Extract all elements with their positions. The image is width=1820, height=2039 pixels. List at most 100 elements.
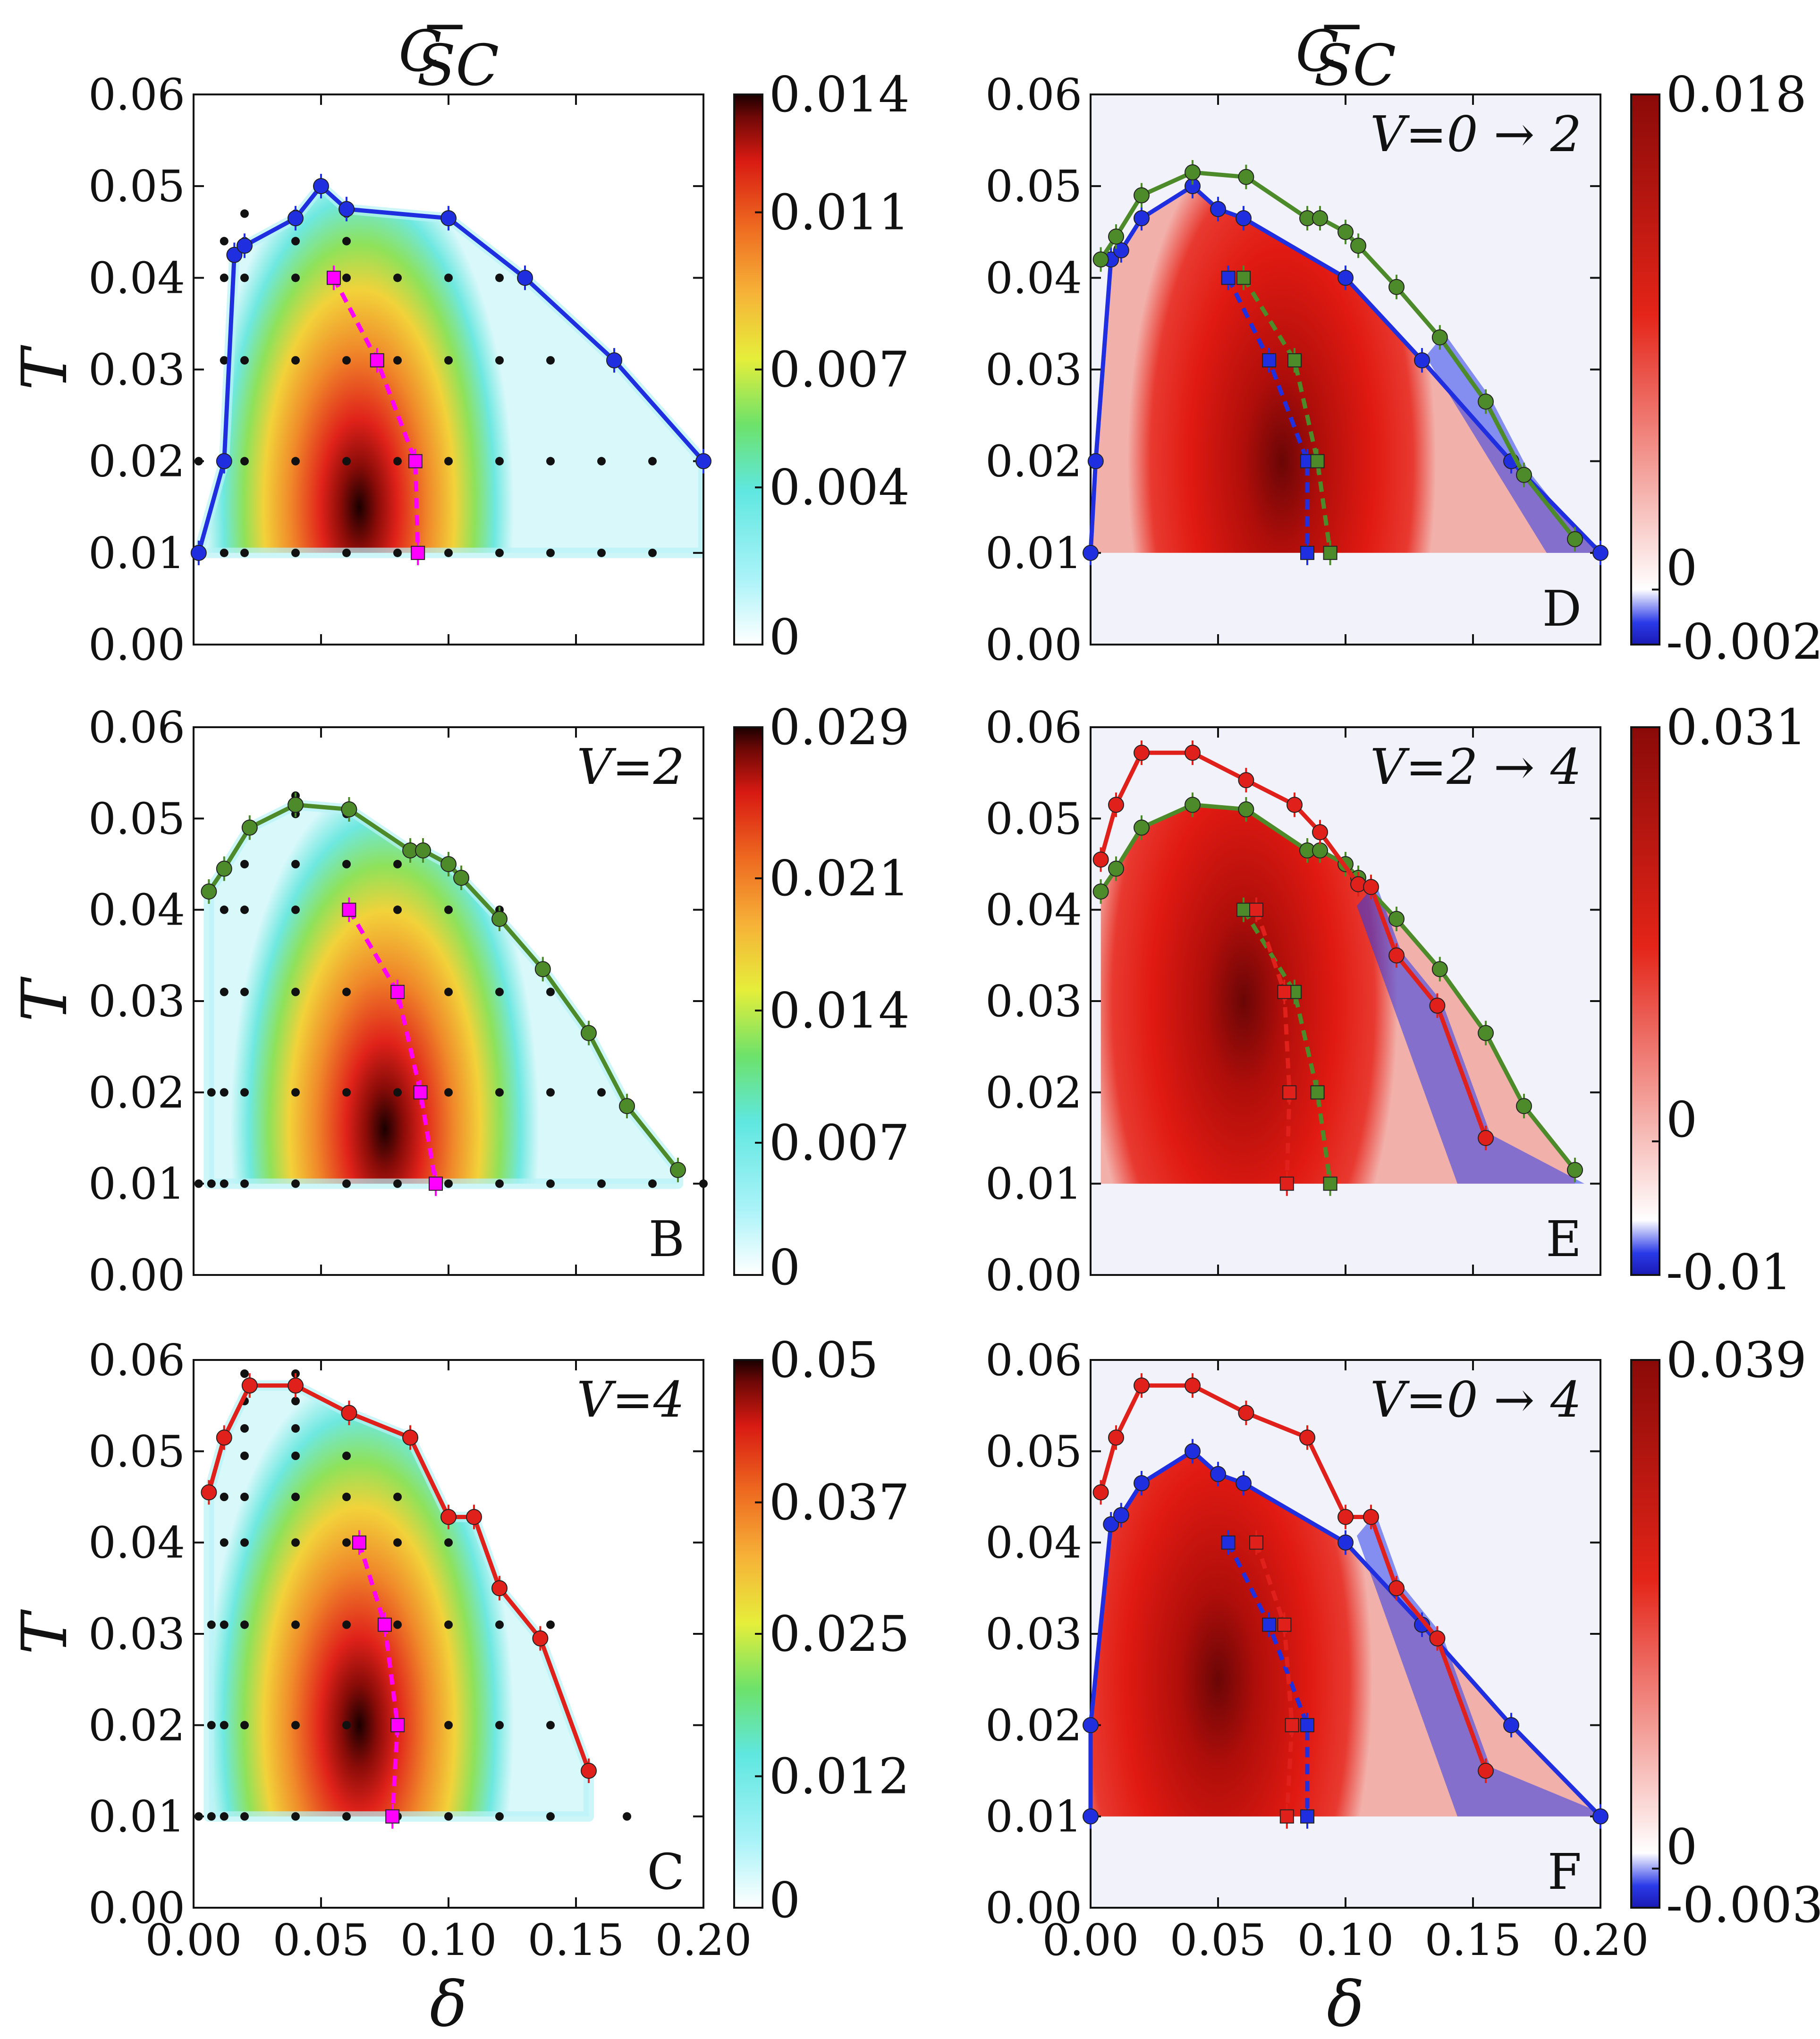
data-dot: [699, 1179, 708, 1188]
data-dot: [220, 905, 229, 914]
data-dot: [240, 273, 249, 282]
series-marker: [201, 884, 217, 900]
series-marker: [226, 246, 243, 263]
series-marker: [1287, 797, 1303, 813]
series-marker: [415, 842, 431, 858]
panel-letter: C: [647, 1843, 685, 1901]
series-marker: [1431, 961, 1448, 977]
data-dot: [240, 1721, 249, 1730]
series-marker: [390, 1718, 405, 1733]
colorbar: -0.002 0 0.018: [1630, 66, 1820, 671]
y-tick-label: 0.02: [88, 1067, 185, 1118]
series-marker: [1108, 860, 1124, 877]
colorbar-label: 0.004: [769, 459, 910, 516]
colorbar-label: -0.002: [1666, 613, 1820, 671]
series-marker: [339, 201, 355, 217]
data-dot: [194, 457, 203, 466]
series-marker: [1312, 824, 1328, 841]
data-dot: [240, 987, 249, 996]
series-marker: [313, 178, 329, 195]
series-marker: [1092, 851, 1109, 868]
data-dot: [623, 1812, 631, 1821]
series-marker: [390, 985, 405, 999]
data-dot: [444, 1620, 453, 1629]
series-marker: [288, 210, 304, 227]
data-dot: [546, 356, 555, 365]
series-marker: [352, 1535, 366, 1550]
series-line: [347, 909, 438, 1184]
series-marker: [1103, 1516, 1119, 1532]
series-marker: [1134, 745, 1150, 761]
series-marker: [1323, 545, 1337, 560]
y-tick-label: 0.05: [985, 1426, 1082, 1477]
y-tick-label: 0.03: [88, 1609, 185, 1659]
series-marker: [1134, 819, 1150, 836]
colorbar: 0 0.007 0.014 0.021 0.029: [733, 698, 910, 1296]
column-title-subscript: SC: [417, 33, 499, 99]
series-marker: [1185, 797, 1201, 813]
heatmap-region: [1091, 186, 1600, 553]
y-tick-label: 0.04: [985, 885, 1082, 935]
data-dot: [240, 209, 249, 218]
data-dot: [342, 1538, 351, 1547]
panel-letter: E: [1546, 1210, 1582, 1268]
series-marker: [341, 1405, 357, 1421]
data-dot: [444, 1538, 453, 1547]
y-tick-label: 0.02: [985, 1700, 1082, 1750]
data-dot: [220, 1493, 229, 1501]
data-dot: [495, 457, 504, 466]
series-marker: [402, 1429, 418, 1446]
data-dot: [393, 548, 402, 557]
series-marker: [619, 1098, 635, 1114]
data-dot: [393, 1620, 402, 1629]
series-marker: [408, 454, 423, 468]
data-dot: [240, 1493, 249, 1501]
y-tick-label: 0.03: [88, 345, 185, 395]
panel-annotation: V=4: [577, 1371, 685, 1428]
series-marker: [1087, 453, 1104, 469]
series-marker: [1388, 911, 1405, 927]
x-tick-label: 0.20: [655, 1915, 752, 1965]
series-marker: [453, 870, 469, 886]
data-dot: [495, 356, 504, 365]
y-tick-label: 0.01: [985, 1792, 1082, 1842]
heatmap-region: [209, 805, 678, 1184]
column-title-text: C: [1295, 19, 1339, 85]
y-tick-label: 0.00: [985, 1250, 1082, 1300]
y-tick-label: 0.06: [88, 1335, 185, 1385]
series-marker: [1323, 1176, 1337, 1191]
y-tick-label: 0.06: [88, 702, 185, 753]
series-marker: [1299, 1429, 1315, 1446]
x-tick-label: 0.00: [145, 1915, 242, 1965]
series-marker: [1282, 1085, 1297, 1100]
data-dot: [444, 1088, 453, 1097]
data-dot: [291, 1538, 300, 1547]
series-marker: [1592, 544, 1608, 561]
data-dot: [291, 987, 300, 996]
y-tick-label: 0.01: [985, 528, 1082, 578]
series-marker: [440, 856, 457, 872]
data-dot: [240, 1369, 249, 1378]
data-dot: [342, 1812, 351, 1821]
data-dot: [220, 987, 229, 996]
series-marker: [1092, 884, 1109, 900]
data-dot: [342, 1452, 351, 1460]
series-marker: [1108, 228, 1124, 245]
series-marker: [385, 1809, 400, 1824]
colorbar-label: 0: [1666, 539, 1697, 597]
colorbar-label: 0: [769, 1871, 800, 1929]
y-tick-label: 0.05: [985, 161, 1082, 212]
data-dot: [393, 273, 402, 282]
data-dot: [444, 987, 453, 996]
series-marker: [241, 1377, 258, 1394]
x-axis-label: δ: [430, 1968, 467, 2039]
series-marker: [1279, 1176, 1294, 1191]
series-line: [357, 1542, 400, 1817]
y-tick-label: 0.02: [88, 1700, 185, 1750]
series-marker: [695, 453, 711, 469]
data-dot: [342, 356, 351, 365]
series-marker: [1113, 1507, 1129, 1523]
series-marker: [1478, 1763, 1494, 1779]
colorbar-label: 0.029: [769, 698, 910, 756]
